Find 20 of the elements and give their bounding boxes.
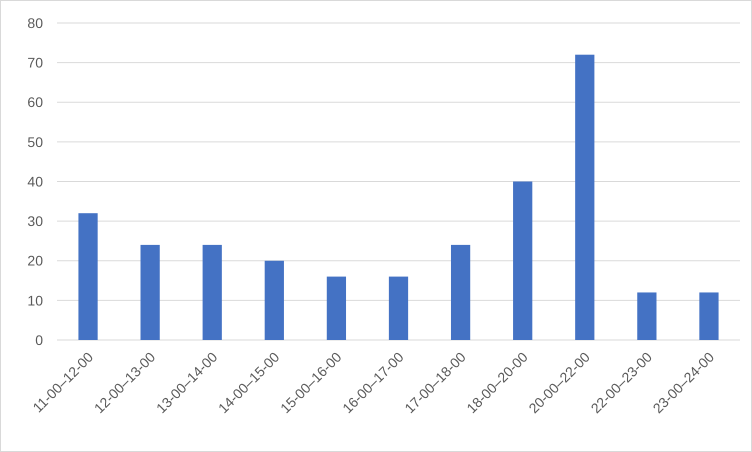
y-tick-label: 50 [27, 134, 44, 150]
bar [513, 182, 532, 340]
bar [78, 213, 98, 340]
y-tick-label: 80 [27, 14, 44, 31]
y-tick-label: 30 [27, 213, 44, 230]
y-tick-label: 40 [27, 173, 44, 190]
bar [699, 292, 719, 340]
bar [202, 244, 222, 340]
bar [264, 260, 284, 340]
bar [140, 244, 160, 340]
y-tick-label: 60 [27, 94, 44, 110]
bar [637, 292, 656, 340]
y-tick-label: 70 [27, 54, 44, 71]
bar [575, 54, 594, 340]
y-tick-label: 0 [35, 332, 44, 348]
bar [388, 276, 408, 340]
bar [326, 276, 346, 340]
y-tick-label: 10 [27, 292, 44, 308]
y-tick-label: 20 [27, 252, 44, 269]
bar [450, 244, 470, 340]
